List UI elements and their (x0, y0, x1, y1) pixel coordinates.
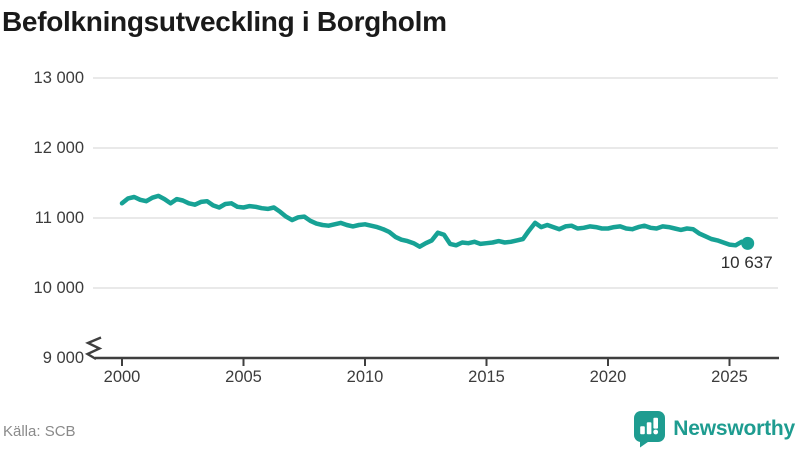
x-axis-label: 2010 (346, 368, 384, 386)
y-axis-label: 10 000 (33, 279, 84, 297)
endpoint-value-label: 10 637 (720, 253, 773, 273)
source-credit: Källa: SCB (3, 423, 76, 440)
x-axis-label: 2020 (589, 368, 627, 386)
y-axis-label: 9 000 (42, 349, 84, 367)
x-axis-label: 2025 (711, 368, 748, 386)
y-axis-label: 11 000 (34, 209, 84, 227)
y-axis-label: 13 000 (33, 69, 84, 87)
x-axis-label: 2015 (468, 368, 505, 386)
newsworthy-logo[interactable]: Newsworthy (633, 410, 795, 448)
population-line (119, 193, 750, 249)
chart-title: Befolkningsutveckling i Borgholm (2, 6, 447, 37)
x-axis-label: 2000 (103, 368, 141, 386)
axis-break-icon (84, 336, 103, 361)
newsworthy-bar-chart-bubble-icon (633, 410, 666, 448)
endpoint-dot (741, 236, 755, 250)
y-axis-label: 12 000 (33, 139, 84, 157)
newsworthy-wordmark: Newsworthy (673, 417, 795, 440)
x-axis-label: 2005 (225, 368, 262, 386)
